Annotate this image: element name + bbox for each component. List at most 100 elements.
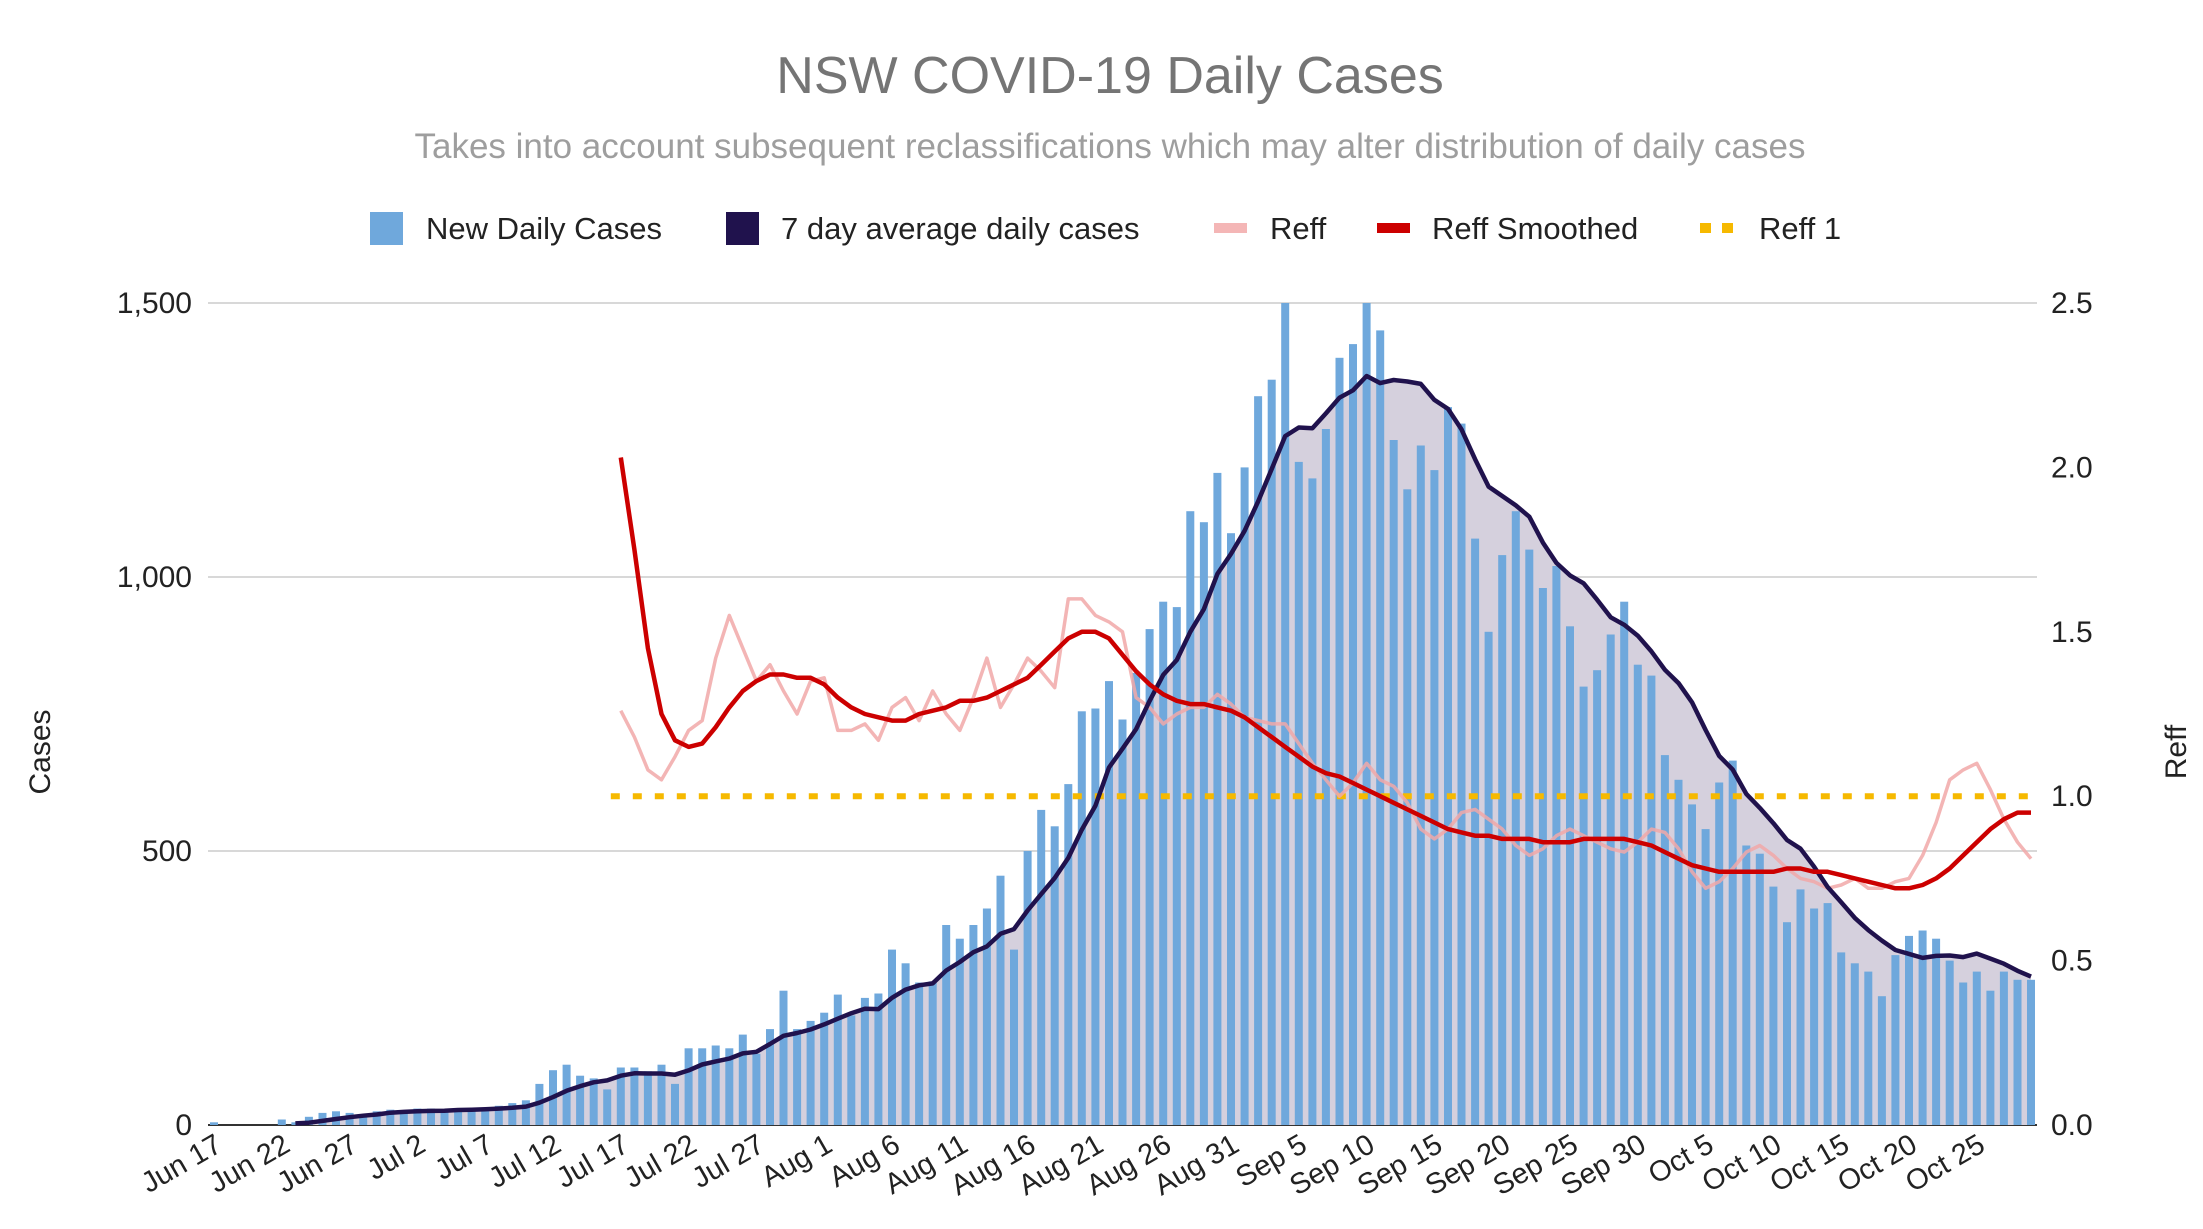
bar-new-daily-cases xyxy=(1077,711,1086,1125)
bar-new-daily-cases xyxy=(1172,607,1181,1125)
bar-new-daily-cases xyxy=(1457,423,1466,1126)
bar-new-daily-cases xyxy=(1891,955,1900,1125)
legend-label-reff: Reff xyxy=(1270,211,1327,246)
legend-swatch-reff-smoothed xyxy=(1377,223,1410,233)
bar-new-daily-cases xyxy=(1877,996,1886,1125)
bar-new-daily-cases xyxy=(1783,922,1791,1125)
y2-tick-label: 0.0 xyxy=(2051,1109,2093,1142)
x-tick-label: Jul 12 xyxy=(483,1128,566,1194)
bar-new-daily-cases xyxy=(1864,971,1873,1125)
bar-new-daily-cases xyxy=(440,1111,449,1125)
bar-new-daily-cases xyxy=(481,1107,490,1125)
bar-new-daily-cases xyxy=(603,1089,612,1125)
bar-new-daily-cases xyxy=(982,908,991,1125)
y-axis-right: 0.0 0.5 1.0 1.5 2.0 2.5 xyxy=(2051,287,2093,1142)
bar-new-daily-cases xyxy=(1064,784,1073,1125)
bar-new-daily-cases xyxy=(1430,470,1439,1126)
x-tick-label: Oct 15 xyxy=(1765,1128,1855,1198)
bar-new-daily-cases xyxy=(847,1015,856,1125)
bar-new-daily-cases xyxy=(616,1067,625,1125)
bar-new-daily-cases xyxy=(359,1114,368,1125)
bar-new-daily-cases xyxy=(1905,935,1913,1125)
bar-new-daily-cases xyxy=(291,1122,300,1125)
seven-day-average-line xyxy=(295,373,2032,1126)
bar-new-daily-cases xyxy=(1606,634,1615,1125)
bar-new-daily-cases xyxy=(1837,952,1846,1125)
bar-new-daily-cases xyxy=(630,1067,639,1125)
bar-new-daily-cases xyxy=(806,1020,815,1125)
bar-new-daily-cases xyxy=(1308,478,1317,1125)
x-tick-label: Oct 20 xyxy=(1833,1128,1923,1198)
bar-new-daily-cases xyxy=(1552,566,1561,1125)
bar-new-daily-cases xyxy=(1362,303,1371,1125)
reff-line xyxy=(619,597,2033,891)
bar-new-daily-cases xyxy=(901,963,910,1125)
bar-new-daily-cases xyxy=(508,1103,517,1125)
x-tick-label: Aug 1 xyxy=(756,1128,838,1194)
x-tick-label: Jul 22 xyxy=(619,1128,702,1194)
bar-new-daily-cases xyxy=(1389,440,1398,1125)
bar-new-daily-cases xyxy=(1945,960,1954,1125)
bar-new-daily-cases xyxy=(589,1078,598,1125)
bar-new-daily-cases xyxy=(1444,407,1452,1126)
legend-swatch-7-day-average xyxy=(726,212,759,245)
bar-new-daily-cases xyxy=(1484,631,1493,1125)
bar-new-daily-cases xyxy=(1566,626,1574,1125)
bar-new-daily-cases xyxy=(1199,522,1208,1125)
bar-new-daily-cases xyxy=(1769,886,1778,1125)
y2-tick-label: 1.0 xyxy=(2051,780,2093,813)
y-tick-label: 0 xyxy=(175,1109,192,1142)
bar-new-daily-cases xyxy=(2013,979,2022,1125)
bar-new-daily-cases xyxy=(793,1029,802,1125)
bar-new-daily-cases xyxy=(1999,971,2008,1125)
bar-new-daily-cases xyxy=(454,1109,463,1125)
bar-new-daily-cases xyxy=(1647,675,1656,1125)
bar-new-daily-cases xyxy=(576,1075,585,1125)
y-axis-title: Cases xyxy=(24,709,57,794)
bar-new-daily-cases xyxy=(1267,379,1276,1125)
bar-new-daily-cases xyxy=(1227,533,1235,1125)
legend-swatch-reff xyxy=(1214,223,1247,233)
bar-new-daily-cases xyxy=(210,1122,218,1125)
bar-new-daily-cases xyxy=(1186,511,1195,1125)
bar-new-daily-cases xyxy=(1620,601,1629,1125)
bar-new-daily-cases xyxy=(1511,511,1520,1125)
bar-new-daily-cases xyxy=(1932,938,1941,1125)
bar-new-daily-cases xyxy=(1688,804,1696,1125)
y2-tick-label: 0.5 xyxy=(2051,945,2093,978)
bar-new-daily-cases xyxy=(467,1108,476,1125)
bar-new-daily-cases xyxy=(277,1119,286,1125)
x-tick-label: Jul 2 xyxy=(362,1128,431,1186)
bar-new-daily-cases xyxy=(1349,344,1357,1126)
bar-new-daily-cases xyxy=(1023,851,1032,1125)
bar-new-daily-cases xyxy=(643,1071,652,1125)
bar-new-daily-cases xyxy=(684,1048,693,1125)
series-lines xyxy=(295,373,2038,1126)
bar-new-daily-cases xyxy=(671,1083,679,1125)
bar-new-daily-cases xyxy=(657,1064,666,1125)
bar-new-daily-cases xyxy=(1660,755,1669,1125)
y2-tick-label: 2.5 xyxy=(2051,287,2093,320)
legend-label-7-day-average: 7 day average daily cases xyxy=(781,211,1139,246)
bar-new-daily-cases xyxy=(874,993,883,1125)
bar-new-daily-cases xyxy=(386,1109,395,1125)
chart-title: NSW COVID-19 Daily Cases xyxy=(776,47,1443,105)
bar-new-daily-cases xyxy=(494,1105,503,1125)
x-tick-label: Jul 17 xyxy=(551,1128,634,1194)
bar-new-daily-cases xyxy=(1159,601,1168,1125)
legend-swatch-reff-1-b xyxy=(1722,223,1733,233)
bar-new-daily-cases xyxy=(1579,686,1588,1125)
bar-new-daily-cases xyxy=(1810,908,1819,1125)
bar-new-daily-cases xyxy=(860,997,869,1125)
x-tick-label: Oct 10 xyxy=(1697,1128,1787,1198)
legend-swatch-new-daily-cases xyxy=(370,212,403,245)
bar-new-daily-cases xyxy=(1010,949,1018,1125)
bar-new-daily-cases xyxy=(1823,903,1832,1125)
bar-new-daily-cases xyxy=(725,1048,734,1125)
y-tick-label: 1,000 xyxy=(117,561,192,594)
bar-new-daily-cases xyxy=(1281,303,1290,1125)
y2-axis-title: Reff xyxy=(2160,724,2193,779)
bar-new-daily-cases xyxy=(1728,760,1737,1125)
y-tick-label: 500 xyxy=(142,835,192,868)
